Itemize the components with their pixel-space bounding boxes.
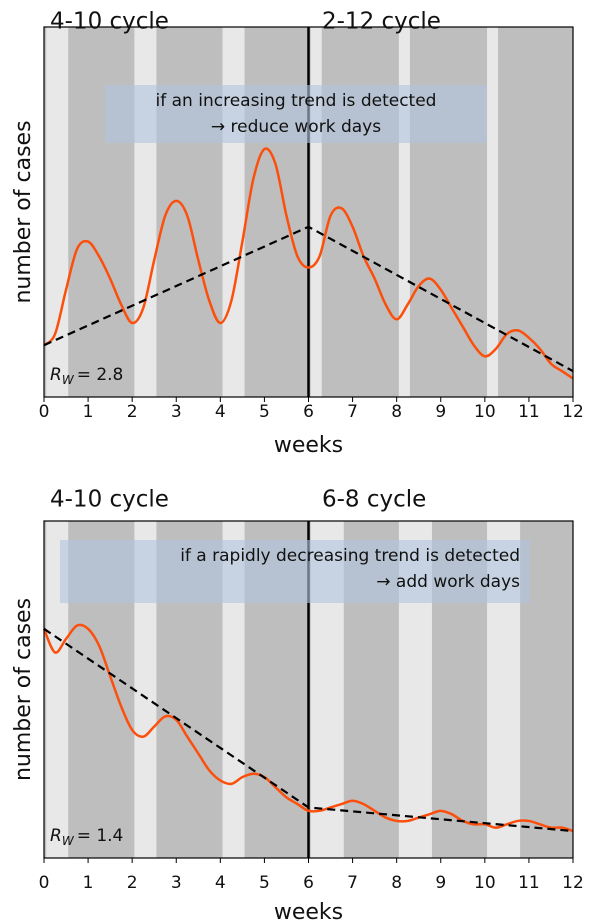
x-tick-label: 6 xyxy=(303,873,314,893)
light-band xyxy=(222,521,245,858)
right-title: 2-12 cycle xyxy=(322,9,441,35)
light-band xyxy=(487,27,499,397)
x-tick-label: 11 xyxy=(518,873,540,893)
light-band xyxy=(134,27,157,397)
x-tick-label: 3 xyxy=(171,873,182,893)
rw-label: RW = 1.4 xyxy=(50,826,123,848)
y-axis-label: number of cases xyxy=(11,120,36,303)
x-tick-label: 9 xyxy=(435,873,446,893)
x-tick-label: 1 xyxy=(83,873,94,893)
left-title: 4-10 cycle xyxy=(50,9,169,35)
x-tick-label: 4 xyxy=(215,873,226,893)
x-tick-label: 2 xyxy=(127,402,138,422)
x-tick-label: 11 xyxy=(518,402,540,422)
light-band xyxy=(222,27,245,397)
x-tick-label: 8 xyxy=(391,873,402,893)
x-tick-label: 7 xyxy=(347,402,358,422)
x-tick-label: 4 xyxy=(215,402,226,422)
light-band xyxy=(134,521,157,858)
x-tick-label: 3 xyxy=(171,402,182,422)
annotation-box xyxy=(105,85,487,143)
annotation-text: → reduce work days xyxy=(211,117,381,137)
x-tick-label: 2 xyxy=(127,873,138,893)
x-tick-label: 1 xyxy=(83,402,94,422)
x-tick-label: 10 xyxy=(474,402,496,422)
annotation-text: if an increasing trend is detected xyxy=(156,91,437,111)
x-tick-label: 9 xyxy=(435,402,446,422)
rw-symbol: R xyxy=(50,365,62,385)
trend-line xyxy=(43,225,574,373)
x-tick-label: 7 xyxy=(347,873,358,893)
x-tick-label: 0 xyxy=(39,402,50,422)
rw-subscript: W xyxy=(62,834,75,848)
annotation-box xyxy=(60,540,530,603)
cases-line xyxy=(42,623,574,833)
light-band xyxy=(46,521,69,858)
cases-line xyxy=(43,147,574,380)
rw-text: = 1.4 xyxy=(77,826,124,846)
x-tick-label: 5 xyxy=(259,402,270,422)
rw-symbol: R xyxy=(50,826,62,846)
x-axis-label: weeks xyxy=(274,433,343,458)
left-title: 4-10 cycle xyxy=(50,487,169,513)
x-tick-label: 6 xyxy=(303,402,314,422)
trend-line xyxy=(43,627,574,833)
x-tick-label: 10 xyxy=(474,873,496,893)
x-axis-label: weeks xyxy=(274,900,343,924)
x-tick-label: 12 xyxy=(562,402,584,422)
rw-label: RW = 2.8 xyxy=(50,365,123,387)
rw-subscript: W xyxy=(62,373,75,387)
right-title: 6-8 cycle xyxy=(322,487,426,513)
rw-text: = 2.8 xyxy=(77,365,124,385)
x-tick-label: 12 xyxy=(562,873,584,893)
y-axis-label: number of cases xyxy=(11,598,36,781)
x-tick-label: 5 xyxy=(259,873,270,893)
annotation-text: → add work days xyxy=(376,572,520,592)
annotation-text: if a rapidly decreasing trend is detecte… xyxy=(180,546,520,566)
light-band xyxy=(310,27,322,397)
light-band xyxy=(398,27,410,397)
x-tick-label: 0 xyxy=(39,873,50,893)
x-tick-label: 8 xyxy=(391,402,402,422)
